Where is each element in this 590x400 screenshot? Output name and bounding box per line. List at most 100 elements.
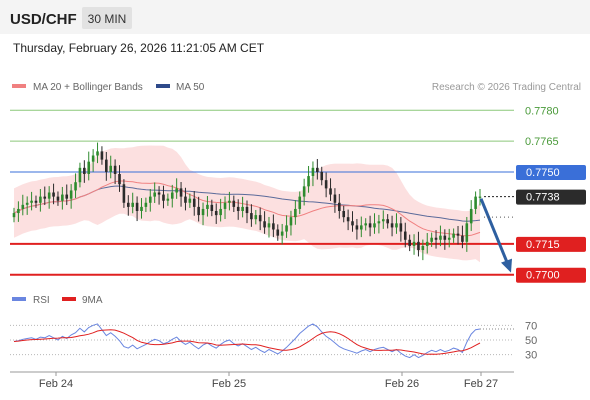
candle <box>430 232 433 247</box>
candle <box>267 216 271 238</box>
candle-body <box>100 151 104 160</box>
x-tick-label: Feb 26 <box>385 378 419 390</box>
candle <box>272 214 275 238</box>
candle-body <box>144 202 148 207</box>
candle-body <box>307 176 310 187</box>
candle-body <box>236 206 240 211</box>
candle <box>43 186 47 206</box>
candle-body <box>148 196 152 203</box>
candle <box>276 224 280 241</box>
candle-body <box>250 213 253 220</box>
candle-body <box>65 194 69 199</box>
candle-body <box>245 206 249 214</box>
candle-body <box>447 237 451 240</box>
last-price-label: 0.7738 <box>526 192 560 204</box>
credit-label: Research © 2026 Trading Central <box>432 82 581 93</box>
candle-body <box>469 208 473 224</box>
level-labels: 0.7780 0.7765 0.7750 0.7715 0.7700 0.7738 <box>484 105 586 283</box>
candle <box>364 218 367 231</box>
projection-arrow-shaft <box>479 198 510 266</box>
candle <box>206 195 209 217</box>
candle <box>12 207 16 223</box>
candle <box>338 193 341 219</box>
candle <box>465 216 469 252</box>
candle <box>219 198 222 222</box>
candle <box>127 195 130 216</box>
candle <box>452 228 455 243</box>
candle-body <box>241 206 244 211</box>
candle <box>122 179 126 208</box>
candle <box>474 191 477 215</box>
candle <box>307 165 310 193</box>
rsi-tick-label-50: 50 <box>525 335 537 347</box>
candle-body <box>316 167 319 172</box>
candle-body <box>206 204 209 209</box>
candle <box>263 211 266 234</box>
candle-body <box>311 167 315 177</box>
candle-body <box>214 211 218 216</box>
candle <box>425 232 429 254</box>
candle <box>250 204 253 227</box>
candle-body <box>263 221 266 228</box>
candle-body <box>12 213 16 218</box>
candle-body <box>364 223 367 226</box>
candle <box>298 191 302 215</box>
candle-body <box>131 202 134 207</box>
rsi-ma-line <box>13 329 481 355</box>
candle-body <box>166 198 170 201</box>
candle-body <box>399 223 403 232</box>
candle-body <box>184 196 187 203</box>
candle-body <box>452 233 455 238</box>
candle-body <box>52 192 55 197</box>
candle <box>223 196 227 220</box>
candle-body <box>465 223 469 242</box>
candle-body <box>368 223 372 228</box>
candle <box>52 183 55 205</box>
candle <box>355 219 359 240</box>
candle <box>188 193 192 208</box>
candle <box>61 186 64 210</box>
candle-body <box>192 198 196 207</box>
candle-body <box>342 211 346 218</box>
candle <box>166 193 170 206</box>
candle-body <box>412 241 416 246</box>
level-label-0.7700: 0.7700 <box>526 270 560 282</box>
candle-body <box>443 235 447 240</box>
symbol-label: USD/CHF <box>10 11 77 28</box>
candle <box>456 226 460 245</box>
candle <box>148 189 152 212</box>
x-tick-label: Feb 25 <box>212 378 246 390</box>
candle <box>360 216 363 238</box>
candle-body <box>434 237 438 240</box>
candle-body <box>272 223 275 230</box>
candle <box>478 189 482 206</box>
candle-body <box>425 241 429 246</box>
candle-body <box>223 202 227 209</box>
level-label-0.7750: 0.7750 <box>526 167 560 179</box>
rsi-line <box>13 323 481 359</box>
candle-body <box>25 202 29 205</box>
candle-body <box>338 202 341 211</box>
candle <box>381 210 385 229</box>
candle <box>78 162 82 188</box>
candle-body <box>96 151 99 156</box>
candle-body <box>109 165 113 172</box>
candle <box>83 160 86 183</box>
candle-body <box>360 225 363 230</box>
candle <box>373 213 376 234</box>
projection <box>479 198 512 273</box>
candle <box>91 149 95 172</box>
candle-body <box>47 192 51 199</box>
candle <box>179 182 183 207</box>
ma50-legend-swatch <box>156 84 170 88</box>
candle <box>25 196 29 215</box>
candle-body <box>87 161 91 174</box>
candle-body <box>39 196 42 203</box>
candle-body <box>351 221 354 226</box>
candle-body <box>386 219 389 224</box>
candle-body <box>373 223 376 228</box>
candles <box>12 142 482 261</box>
candle <box>241 196 244 218</box>
candle-body <box>179 188 183 197</box>
candle-body <box>478 196 482 198</box>
